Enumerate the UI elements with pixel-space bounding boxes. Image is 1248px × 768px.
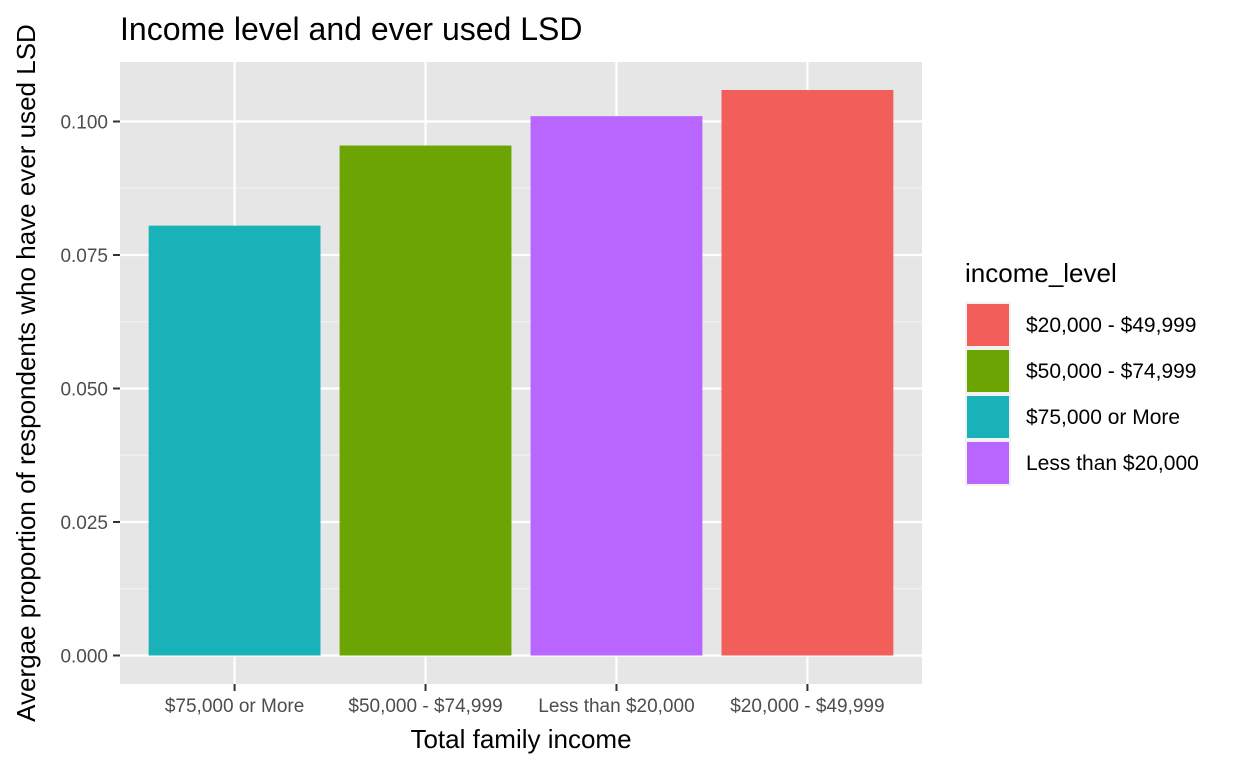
x-axis: $75,000 or More $50,000 - $74,999 Less tha…: [165, 684, 885, 717]
x-tick-label: $20,000 - $49,999: [730, 696, 884, 717]
y-axis: 0.000 0.025 0.050 0.075 0.100: [60, 113, 120, 668]
legend-swatch: [967, 350, 1009, 392]
x-tick-label: $50,000 - $74,999: [348, 696, 502, 717]
y-tick-label: 0.075: [60, 246, 108, 267]
bar: [339, 145, 512, 656]
legend-title: income_level: [965, 258, 1117, 288]
bars: [148, 89, 894, 656]
legend: income_level $20,000 - $49,999 $50,000 - …: [965, 258, 1199, 486]
legend-label: $50,000 - $74,999: [1026, 360, 1196, 383]
x-tick-label: $75,000 or More: [165, 696, 304, 717]
y-tick-label: 0.050: [60, 380, 108, 401]
y-tick-label: 0.100: [60, 113, 108, 134]
legend-swatch: [967, 396, 1009, 438]
legend-label: $75,000 or More: [1026, 406, 1180, 429]
y-tick-label: 0.000: [60, 647, 108, 668]
chart-title: Income level and ever used LSD: [120, 11, 582, 47]
bar: [721, 89, 894, 656]
legend-swatch: [967, 442, 1009, 484]
legend-swatch: [967, 304, 1009, 346]
legend-label: $20,000 - $49,999: [1026, 314, 1196, 337]
y-axis-title: Avergae proportion of respondents who ha…: [11, 24, 41, 722]
x-tick-label: Less than $20,000: [538, 696, 694, 717]
bar: [530, 116, 703, 656]
bar: [148, 225, 321, 656]
y-tick-label: 0.025: [60, 513, 108, 534]
legend-label: Less than $20,000: [1026, 452, 1199, 475]
x-axis-title: Total family income: [410, 724, 631, 754]
